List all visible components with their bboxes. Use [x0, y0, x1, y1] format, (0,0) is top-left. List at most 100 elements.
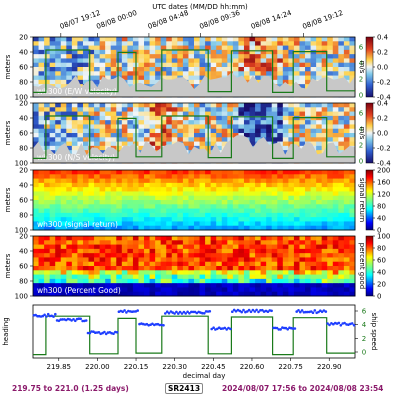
heatmap-cell [316, 54, 323, 59]
heatmap-cell [260, 133, 267, 138]
heatmap-cell [316, 270, 323, 276]
heatmap-cell [316, 217, 323, 222]
heatmap-cell [277, 248, 284, 254]
heatmap-cell [232, 217, 239, 222]
heatmap-cell [194, 244, 201, 250]
heatmap-cell [138, 67, 145, 72]
heatmap-cell [82, 204, 90, 210]
heatmap-cell [94, 79, 101, 85]
heatmap-cell [155, 137, 162, 143]
heatmap-cell [155, 178, 162, 184]
heatmap-cell [238, 261, 245, 267]
heatmap-cell [243, 278, 251, 284]
heatmap-cell [227, 274, 234, 280]
heatmap-cell [60, 291, 67, 297]
heatmap-cell [343, 291, 350, 297]
heatmap-cell [66, 115, 73, 121]
heatmap-cell [238, 37, 245, 42]
heatmap-cell [177, 244, 184, 250]
heatmap-cell [338, 41, 345, 47]
heatmap-cell [94, 103, 101, 108]
heatmap-cell [199, 261, 206, 267]
heatmap-cell [88, 128, 95, 134]
heatmap-cell [55, 270, 62, 276]
heatmap-cell [271, 191, 278, 197]
heatmap-cell [232, 54, 239, 59]
heatmap-cell [271, 283, 278, 288]
heading-point [231, 310, 234, 314]
heatmap-cell [194, 278, 201, 284]
heatmap-cell [255, 195, 262, 201]
heatmap-cell [238, 107, 245, 113]
heatmap-cell [327, 178, 334, 184]
heatmap-cell [138, 178, 145, 184]
heatmap-cell [188, 212, 195, 218]
heatmap-cell [282, 278, 289, 284]
heatmap-cell [271, 236, 278, 241]
heatmap-cell [338, 248, 345, 254]
heading-point [52, 315, 55, 318]
heatmap-cell [177, 204, 184, 210]
heatmap-cell [182, 278, 189, 284]
heatmap-cell [116, 253, 123, 258]
heatmap-cell [94, 195, 101, 201]
heatmap-cell [321, 248, 328, 254]
heatmap-cell [266, 115, 273, 121]
heatmap-cell [116, 45, 123, 51]
heatmap-cell [49, 217, 56, 222]
heatmap-cell [138, 103, 145, 108]
heatmap-cell [55, 217, 62, 222]
heatmap-cell [316, 111, 323, 117]
heatmap-cell [33, 187, 40, 192]
heatmap-cell [338, 178, 345, 184]
heatmap-cell [343, 54, 350, 59]
heatmap-cell [332, 124, 339, 130]
heatmap-cell [227, 45, 234, 51]
heatmap-cell [232, 58, 239, 64]
heatmap-cell [293, 133, 300, 138]
heatmap-cell [49, 248, 56, 254]
heatmap-cell [166, 248, 173, 254]
heatmap-cell [49, 54, 56, 59]
heatmap-cell [160, 291, 167, 297]
heatmap-cell [232, 128, 239, 134]
heading-point [277, 328, 281, 331]
heatmap-cell [127, 133, 134, 138]
heatmap-cell [110, 141, 117, 147]
heatmap-cell [82, 115, 90, 121]
heatmap-cell [77, 103, 84, 108]
heatmap-cell [277, 128, 284, 134]
heatmap-cell [188, 240, 195, 246]
heatmap-cell [94, 124, 101, 130]
heatmap-cell [188, 253, 195, 258]
heatmap-cell [121, 191, 128, 197]
speed-tick-label: 2 [359, 76, 363, 84]
heatmap-cell [210, 208, 217, 214]
heatmap-cell [221, 45, 228, 51]
heatmap-cell [260, 41, 267, 47]
heatmap-cell [238, 49, 245, 55]
heatmap-cell [138, 195, 145, 201]
heatmap-cell [132, 270, 139, 276]
heatmap-cell [155, 204, 162, 210]
heatmap-cell [255, 174, 262, 180]
heatmap-cell [288, 287, 295, 293]
heatmap-cell [110, 45, 117, 51]
heatmap-cell [77, 133, 84, 138]
heatmap-cell [105, 115, 112, 121]
footer-ship-id: SR2413 [165, 383, 204, 394]
heatmap-cell [227, 182, 234, 188]
heatmap-cell [182, 124, 189, 130]
heatmap-cell [149, 261, 156, 267]
heatmap-cell [249, 120, 256, 125]
heatmap-cell [44, 174, 51, 180]
heatmap-cell [338, 208, 345, 214]
heatmap-cell [127, 41, 134, 47]
heatmap-cell [38, 283, 45, 288]
heatmap-cell [66, 191, 73, 197]
heatmap-cell [310, 208, 317, 214]
heatmap-cell [282, 128, 289, 134]
heatmap-cell [282, 248, 289, 254]
heatmap-cell [271, 225, 278, 231]
